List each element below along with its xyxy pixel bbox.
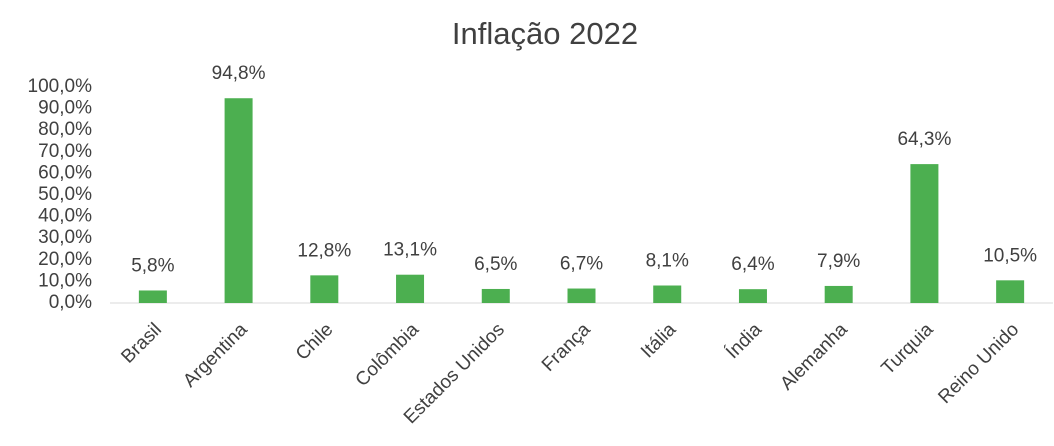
value-label: 94,8%: [212, 63, 266, 84]
y-tick-label: 90,0%: [38, 98, 92, 119]
value-label: 6,4%: [731, 254, 774, 275]
y-tick-label: 80,0%: [38, 119, 92, 140]
bar: [224, 98, 253, 304]
y-tick-label: 0,0%: [49, 292, 92, 313]
bar: [996, 280, 1025, 303]
x-tick-label: Colômbia: [352, 319, 424, 391]
bar: [738, 289, 767, 303]
y-tick-label: 70,0%: [38, 141, 92, 162]
y-tick-label: 100,0%: [28, 76, 93, 97]
value-label: 12,8%: [297, 240, 351, 261]
bar: [310, 275, 339, 303]
x-tick-label: Reino Unido: [934, 319, 1023, 408]
value-label: 7,9%: [817, 251, 860, 272]
y-tick-label: 60,0%: [38, 162, 92, 183]
x-tick-label: Itália: [637, 319, 681, 363]
bar: [910, 164, 939, 303]
x-tick-label: França: [538, 319, 595, 376]
chart-title: Inflação 2022: [452, 16, 638, 51]
x-tick-label: Brasil: [117, 319, 165, 367]
y-tick-label: 10,0%: [38, 270, 92, 291]
bar: [567, 288, 596, 303]
bar: [481, 288, 510, 303]
y-tick-label: 40,0%: [38, 206, 92, 227]
value-label: 5,8%: [131, 255, 174, 276]
x-tick-label: Turquia: [878, 319, 938, 379]
bar: [138, 290, 167, 303]
value-label: 10,5%: [983, 245, 1037, 266]
value-label: 8,1%: [646, 251, 689, 272]
x-tick-label: Argentina: [179, 319, 252, 392]
x-tick-label: Chile: [292, 319, 337, 364]
y-tick-label: 30,0%: [38, 227, 92, 248]
bar: [824, 285, 853, 303]
x-tick-label: Alemanha: [776, 319, 852, 395]
value-label: 6,5%: [474, 254, 517, 275]
y-tick-label: 50,0%: [38, 184, 92, 205]
value-label: 64,3%: [897, 129, 951, 150]
value-label: 6,7%: [560, 254, 603, 275]
bar: [396, 274, 425, 303]
x-tick-label: Índia: [722, 319, 766, 363]
bar: [653, 285, 682, 303]
y-tick-label: 20,0%: [38, 249, 92, 270]
value-label: 13,1%: [383, 240, 437, 261]
